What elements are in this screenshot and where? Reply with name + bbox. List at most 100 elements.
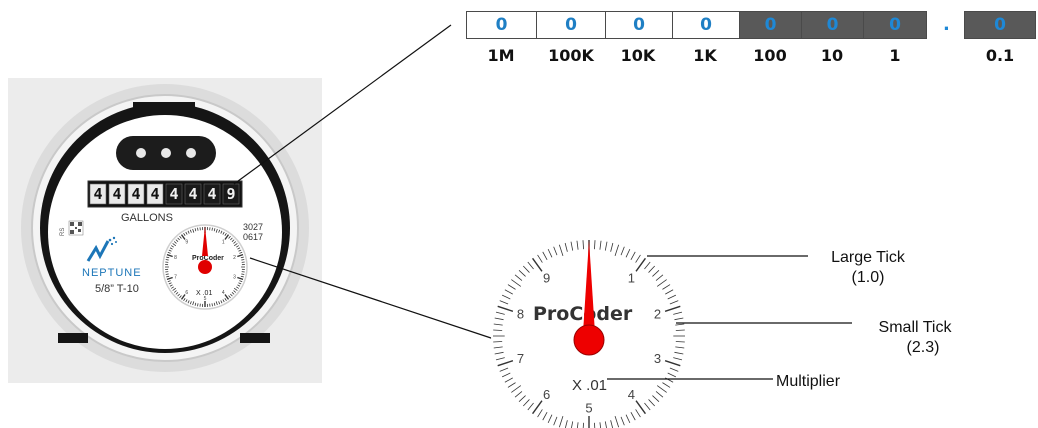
decimal-point: . (943, 14, 950, 35)
magnified-dial-small-tick (625, 248, 631, 258)
multiplier-callout: Multiplier (776, 372, 886, 392)
bezel-notch-left (58, 333, 88, 343)
magnified-dial-small-tick (564, 242, 568, 252)
magnified-dial-large-tick (532, 400, 543, 415)
odometer-digit-10: 0 (801, 11, 864, 39)
large-tick-value: (1.0) (851, 269, 885, 286)
magnified-dial-small-tick (662, 382, 671, 388)
magnified-dial-number: 7 (517, 351, 524, 366)
magnified-dial-small-tick (648, 265, 656, 273)
small-dial-small-tick (173, 290, 177, 293)
small-dial-small-tick (228, 235, 231, 239)
magnified-dial-small-tick (527, 261, 534, 270)
small-dial-small-tick (238, 249, 242, 252)
small-dial-small-tick (167, 251, 171, 254)
magnified-dial-small-tick (675, 346, 685, 349)
small-dial-small-tick (187, 300, 190, 304)
small-dial-large-tick (166, 276, 173, 281)
magnified-dial-small-tick (537, 409, 543, 418)
magnified-dial-small-tick (499, 300, 509, 305)
magnified-dial-small-tick (494, 317, 504, 321)
magnified-dial-large-tick (532, 257, 543, 272)
magnified-dial-small-tick (518, 395, 526, 403)
small-dial-small-tick (185, 299, 188, 303)
magnified-dial-needle (583, 240, 595, 333)
small-dial-small-tick (173, 241, 177, 244)
small-dial-large-tick (237, 253, 244, 258)
small-dial-small-tick (233, 290, 237, 293)
magnified-dial-small-tick (518, 269, 526, 277)
small-dial-small-tick (237, 247, 241, 250)
magnified-dial-small-tick (614, 416, 620, 428)
qr-code-icon (68, 220, 84, 236)
odometer-digit-10k: 0 (605, 11, 673, 39)
magnified-dial-ticks: 1 2 3 4 5 6 7 8 9 (493, 240, 685, 428)
magnified-dial-small-tick (499, 367, 509, 372)
small-dial-small-tick (231, 239, 235, 242)
neptune-logo-icon (86, 236, 117, 262)
meter-register-digit: 4 (93, 185, 102, 203)
small-dial-small-tick (215, 228, 218, 233)
small-dial-small-tick (222, 231, 225, 235)
large-tick-title: Large Tick (831, 249, 905, 266)
meter-register-cell (203, 183, 221, 205)
small-dial-large-tick (224, 234, 230, 240)
magnified-dial: 1 2 3 4 5 6 7 8 9 ProCoder X .01 (491, 238, 687, 428)
small-dial-small-tick (177, 293, 180, 297)
port-screw-center (161, 148, 171, 158)
small-dial-small-tick (172, 243, 177, 247)
magnified-dial-small-tick (493, 346, 503, 349)
meter-brand: NEPTUNE (82, 267, 142, 279)
small-dial-small-tick (220, 300, 223, 304)
magnified-dial-large-tick (635, 400, 646, 415)
meter-register-digit: 4 (207, 185, 216, 203)
meter-serial-bottom: 0617 (243, 232, 263, 242)
magnified-dial-large-tick (497, 305, 514, 312)
magnified-dial-small-tick (594, 422, 596, 428)
magnified-dial-number: 4 (628, 387, 635, 402)
odometer-digit-0-1: 0 (964, 11, 1036, 39)
magnified-dial-small-tick (571, 421, 574, 428)
small-dial-small-tick (192, 301, 195, 306)
large-tick-callout: Large Tick (1.0) (812, 248, 924, 288)
small-dial-small-tick (187, 230, 190, 234)
small-dial-small-tick (224, 298, 227, 301)
magnified-dial-small-tick (576, 422, 579, 428)
magnified-dial-number: 2 (654, 306, 661, 321)
magnified-dial-small-tick (493, 329, 503, 331)
magnified-dial-small-tick (495, 311, 505, 315)
meter-serial-top: 3027 (243, 222, 263, 232)
meter-register-cell (89, 183, 107, 205)
magnified-dial-small-tick (582, 422, 584, 428)
small-dial-small-tick (241, 273, 245, 275)
magnified-dial-small-tick (675, 341, 685, 343)
small-dial-small-tick (179, 295, 182, 299)
small-dial-small-tick (183, 298, 186, 301)
small-dial-number: 6 (185, 290, 188, 296)
meter-rs-label: RS (60, 228, 66, 236)
small-dial-small-tick (220, 230, 223, 234)
magnified-dial-small-tick (558, 416, 564, 428)
magnified-dial-small-tick (504, 377, 513, 383)
small-dial-small-tick (175, 292, 179, 295)
magnified-dial-small-tick (625, 414, 631, 424)
small-dial-number: 9 (185, 240, 188, 246)
small-dial-number: 3 (233, 274, 236, 280)
small-dial-small-tick (241, 259, 245, 261)
magnified-dial-number: 5 (585, 401, 592, 416)
small-dial-small-tick (238, 282, 242, 285)
place-label-10: 10 (820, 46, 844, 65)
small-dial-small-tick (233, 241, 237, 244)
magnified-dial-small-tick (620, 416, 625, 426)
odometer-digit-100: 0 (739, 11, 802, 39)
small-dial-small-tick (228, 295, 231, 299)
magnified-dial-small-tick (495, 357, 505, 361)
meter-register-digit: 4 (169, 185, 178, 203)
small-dial-ticks: 1 2 3 4 5 6 7 8 9 (165, 227, 245, 307)
magnified-dial-small-tick (652, 395, 660, 403)
magnified-dial-large-tick (635, 257, 646, 272)
small-dial-large-tick (224, 294, 230, 300)
magnified-dial-small-tick (514, 391, 523, 398)
dial-zoom-line (249, 257, 495, 340)
